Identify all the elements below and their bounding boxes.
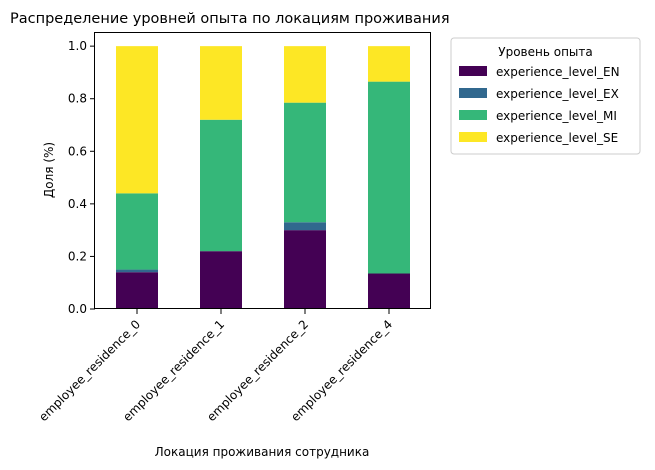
bar-experience_level_MI-employee_residence_0 [116, 193, 158, 270]
y-tick-label: 0.0 [68, 302, 87, 316]
x-axis-ticks: employee_residence_0employee_residence_1… [36, 309, 395, 424]
bar-experience_level_SE-employee_residence_1 [200, 46, 242, 120]
legend-label: experience_level_SE [496, 131, 618, 145]
bar-experience_level_SE-employee_residence_2 [284, 46, 326, 103]
legend-title: Уровень опыта [498, 45, 592, 59]
legend-label: experience_level_EX [496, 87, 619, 101]
bar-experience_level_EX-employee_residence_2 [284, 222, 326, 231]
y-axis-ticks: 0.0 0.2 0.4 0.6 0.8 1.0 [68, 39, 95, 316]
legend-swatch [459, 66, 487, 76]
bar-experience_level_MI-employee_residence_1 [200, 119, 242, 252]
legend-items: experience_level_EN experience_level_EXex… [459, 65, 620, 145]
y-tick-label: 0.2 [68, 249, 87, 263]
chart-title: Распределение уровней опыта по локациям … [10, 11, 450, 27]
bar-experience_level_EN-employee_residence_1 [200, 251, 242, 309]
bar-experience_level_MI-employee_residence_2 [284, 102, 326, 223]
bar-experience_level_EX-employee_residence_0 [116, 269, 158, 273]
y-axis-label: Доля (%) [42, 142, 56, 198]
bars-group [116, 46, 410, 309]
legend-label: experience_level_EN [496, 65, 620, 79]
y-tick-label: 1.0 [68, 39, 87, 53]
bar-experience_level_SE-employee_residence_0 [116, 46, 158, 194]
y-tick-label: 0.8 [68, 92, 87, 106]
bar-experience_level_EN-employee_residence_2 [284, 230, 326, 309]
y-tick-label: 0.4 [68, 197, 87, 211]
y-tick-label: 0.6 [68, 144, 87, 158]
legend-swatch [459, 110, 487, 120]
legend-swatch [459, 132, 487, 142]
legend-label: experience_level_MI [496, 109, 617, 123]
bar-experience_level_EN-employee_residence_0 [116, 272, 158, 309]
legend-frame [450, 37, 641, 155]
legend: Уровень опыта experience_level_ENexperie… [450, 37, 641, 155]
plot-frame [94, 32, 431, 309]
legend-swatch [459, 88, 487, 98]
bar-experience_level_SE-employee_residence_4 [368, 46, 410, 82]
x-axis-label: Локация проживания сотрудника [155, 445, 370, 459]
bar-experience_level_MI-employee_residence_4 [368, 81, 410, 274]
bar-experience_level_EN-employee_residence_4 [368, 273, 410, 309]
